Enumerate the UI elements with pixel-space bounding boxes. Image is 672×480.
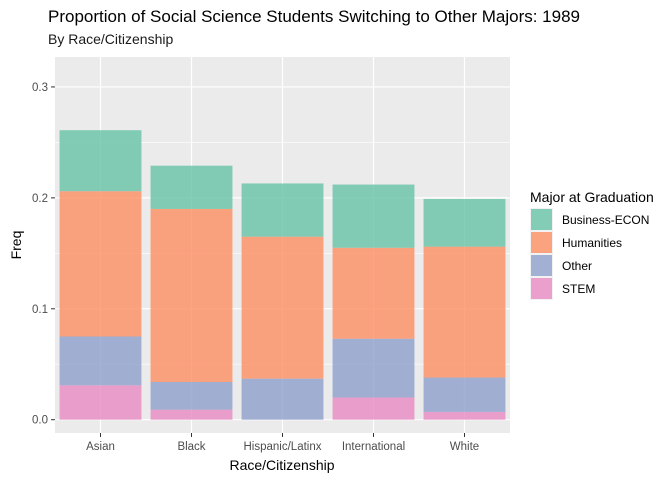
legend-swatch-business-econ: [531, 209, 552, 230]
legend-label-humanities: Humanities: [562, 236, 622, 250]
x-tick-label-asian: Asian: [86, 441, 115, 453]
legend: Major at Graduation Business-ECON Humanit…: [530, 189, 654, 300]
bar-asian-other: [59, 336, 142, 386]
y-tick-label: 0.2: [32, 193, 48, 205]
bar-white-humanities: [423, 246, 506, 378]
x-tick-label-black: Black: [177, 441, 205, 453]
legend-swatch-other: [531, 255, 552, 276]
legend-label-stem: STEM: [562, 282, 595, 296]
bar-hispanic-latinx-humanities: [241, 236, 324, 379]
bar-international-humanities: [332, 247, 415, 339]
bar-asian-stem: [59, 385, 142, 420]
legend-swatch-stem: [531, 278, 552, 299]
legend-swatch-humanities: [531, 232, 552, 253]
bar-hispanic-latinx-other: [241, 378, 324, 420]
x-axis: Asian Black Hispanic/Latinx International Wh…: [86, 433, 479, 453]
x-tick-label-international: International: [342, 441, 405, 453]
x-tick-label-white: White: [450, 441, 479, 453]
bar-hispanic-latinx-business-econ: [241, 183, 324, 237]
y-tick-label: 0.3: [32, 82, 48, 94]
y-axis-title: Freq: [8, 231, 24, 260]
legend-label-business-econ: Business-ECON: [562, 213, 649, 227]
bars: [59, 130, 506, 420]
bar-white-stem: [423, 411, 506, 420]
legend-title: Major at Graduation: [530, 189, 654, 205]
x-axis-title: Race/Citizenship: [229, 457, 334, 473]
bar-black-business-econ: [150, 165, 233, 209]
bar-white-other: [423, 377, 506, 412]
chart-title: Proportion of Social Science Students Sw…: [48, 7, 581, 26]
y-tick-label: 0.1: [32, 304, 48, 316]
bar-asian-humanities: [59, 191, 142, 337]
bar-asian-business-econ: [59, 130, 142, 192]
x-tick-label-hispanic-latinx: Hispanic/Latinx: [244, 441, 322, 453]
chart-subtitle: By Race/Citizenship: [48, 31, 174, 47]
bar-black-stem: [150, 409, 233, 420]
bar-black-other: [150, 381, 233, 410]
bar-international-stem: [332, 397, 415, 420]
y-axis: 0.0 0.1 0.2 0.3: [32, 82, 55, 427]
legend-label-other: Other: [562, 259, 592, 273]
bar-black-humanities: [150, 208, 233, 382]
bar-international-other: [332, 338, 415, 398]
bar-international-business-econ: [332, 184, 415, 248]
bar-white-business-econ: [423, 198, 506, 247]
y-tick-label: 0.0: [32, 415, 48, 427]
